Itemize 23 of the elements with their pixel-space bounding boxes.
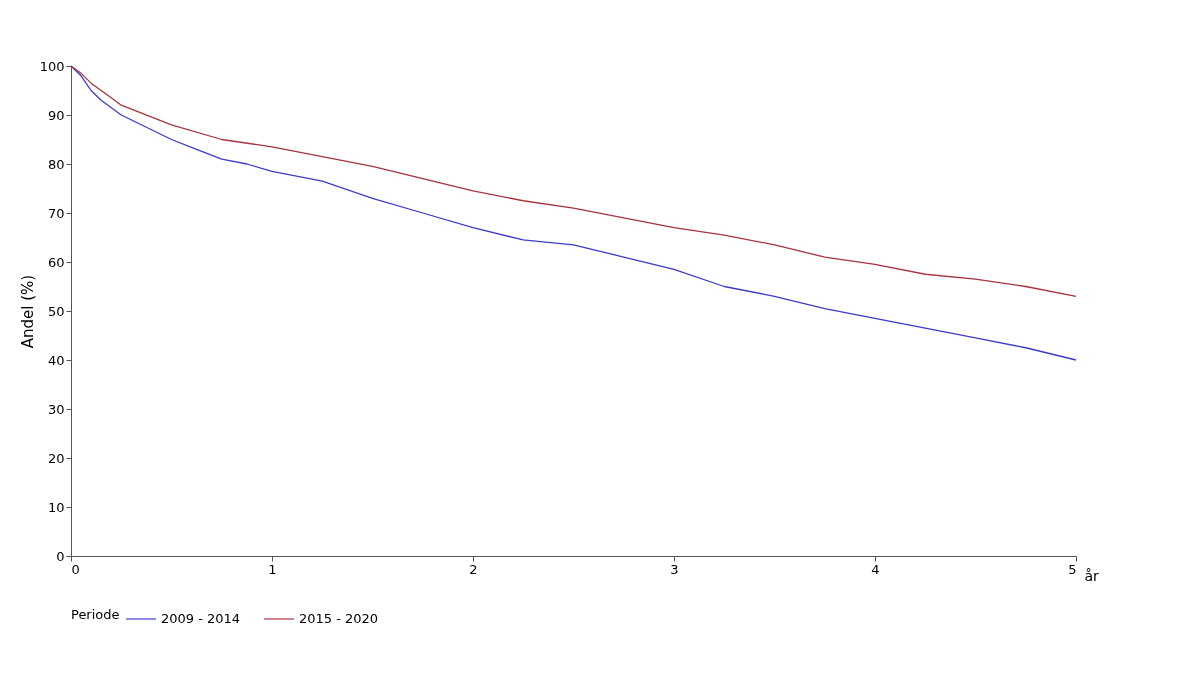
y-tick-label: 80 (47, 156, 65, 172)
y-tick-label: 50 (47, 303, 65, 319)
x-axis-title: år (1084, 567, 1100, 584)
y-tick-label: 90 (47, 107, 65, 123)
x-tick-label: 5 (1068, 561, 1077, 577)
y-tick-label: 30 (47, 401, 65, 417)
y-tick-label: 60 (47, 254, 65, 270)
x-tick-label: 1 (268, 561, 277, 577)
y-axis-title: Andel (%) (18, 274, 37, 349)
y-tick-label: 100 (39, 58, 65, 74)
x-tick-label: 3 (670, 561, 679, 577)
y-tick-label: 20 (47, 450, 65, 466)
x-tick-label: 4 (871, 561, 880, 577)
y-tick-label: 0 (56, 548, 65, 564)
line-series (70, 65, 1077, 297)
x-tick-label: 0 (71, 561, 80, 577)
y-tick-label: 70 (47, 205, 65, 221)
legend-label: 2015 - 2020 (299, 611, 379, 626)
y-tick-label: 10 (47, 499, 65, 515)
legend-title: Periode (71, 607, 120, 622)
x-tick-label: 2 (469, 561, 478, 577)
y-tick-label: 40 (47, 352, 65, 368)
legend-label: 2009 - 2014 (161, 611, 241, 626)
